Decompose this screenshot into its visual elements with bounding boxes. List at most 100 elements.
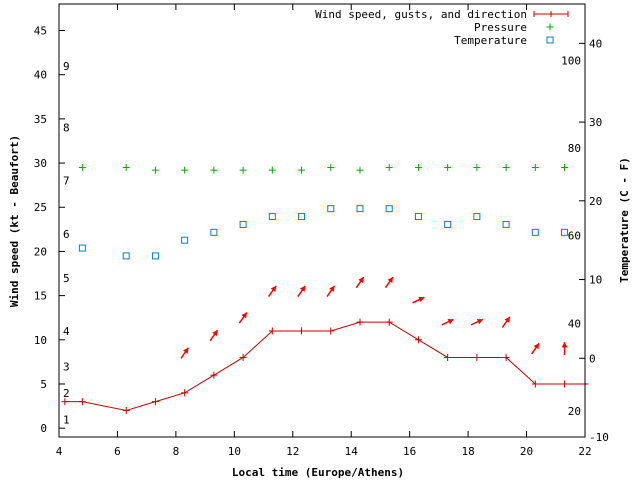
y-axis-label: Wind speed (kt - Beaufort) (8, 135, 21, 307)
wind-direction-arrow (412, 296, 425, 304)
arrow-head (329, 285, 335, 292)
fahrenheit-label: 40 (568, 318, 581, 331)
wind-speed-point (239, 353, 247, 361)
temperature-point (444, 220, 452, 228)
wind-speed-point (181, 389, 189, 397)
legend-label: Pressure (474, 21, 527, 34)
wind-speed-point (61, 398, 69, 406)
y2-tick-label: 10 (589, 274, 602, 287)
wind-direction-arrow (209, 329, 219, 342)
y2-tick-label: 30 (589, 116, 602, 129)
arrow-head (299, 285, 306, 292)
wind-direction-arrow (384, 276, 394, 289)
wind-speed-point (531, 380, 539, 388)
pressure-point (151, 166, 159, 174)
wind-speed-point (561, 380, 569, 388)
pressure-point (298, 166, 306, 174)
beaufort-label: 8 (63, 122, 70, 135)
temperature-point (268, 213, 276, 221)
pressure-point (531, 163, 539, 171)
pressure-point (444, 163, 452, 171)
arrow-head (212, 330, 218, 337)
beaufort-label: 6 (63, 228, 70, 241)
wind-direction-arrow (326, 285, 336, 297)
wind-direction-arrow (530, 342, 540, 355)
wind-speed-point (502, 353, 510, 361)
arrow-head (418, 296, 425, 303)
y2-tick-label: 40 (589, 37, 602, 50)
temperature-point (210, 228, 218, 236)
x-tick-label: 22 (578, 445, 591, 458)
wind-direction-arrow (441, 318, 454, 326)
wind-direction-arrow (297, 285, 306, 297)
y-tick-label: 35 (34, 113, 47, 126)
temperature-point (78, 244, 86, 252)
x-tick-label: 8 (173, 445, 180, 458)
wind-speed-point (78, 398, 86, 406)
wind-speed-point (298, 327, 306, 335)
beaufort-label: 5 (63, 272, 70, 285)
plot-border (58, 3, 586, 438)
y-tick-label: 30 (34, 157, 47, 170)
arrow-head (270, 285, 277, 292)
x-tick-label: 18 (461, 445, 474, 458)
y2-axis-label: Temperature (C - F) (618, 157, 631, 283)
temperature-point (327, 205, 335, 213)
wind-speed-point (268, 327, 276, 335)
x-tick-label: 10 (228, 445, 241, 458)
arrow-head (504, 316, 510, 323)
beaufort-label: 4 (63, 325, 70, 338)
temperature-point (122, 252, 130, 260)
arrow-head (183, 347, 189, 354)
arrow-head (561, 342, 568, 348)
x-axis-label: Local time (Europe/Athens) (232, 466, 404, 479)
wind-speed-point (473, 353, 481, 361)
x-tick-label: 4 (56, 445, 63, 458)
pressure-point (122, 163, 130, 171)
temperature-point (385, 205, 393, 213)
wind-direction-arrow (355, 276, 365, 289)
pressure-point (473, 163, 481, 171)
beaufort-label: 2 (63, 387, 70, 400)
legend-label: Temperature (454, 34, 527, 47)
y-tick-label: 10 (34, 334, 47, 347)
axes: 4 6 8 10 12 14 16 18 20 22051015202530354045-1001… (34, 3, 609, 458)
data-layer (61, 163, 589, 414)
temperature-point (502, 220, 510, 228)
temperature-point (473, 213, 481, 221)
wind-speed-point (356, 318, 364, 326)
beaufort-label: 3 (63, 360, 70, 373)
legend-label: Wind speed, gusts, and direction (315, 8, 527, 21)
y-tick-label: 15 (34, 290, 47, 303)
y-tick-label: 45 (34, 25, 47, 38)
pressure-point (268, 166, 276, 174)
wind-speed-point (444, 353, 452, 361)
y-tick-label: 20 (34, 245, 47, 258)
pressure-point (356, 166, 364, 174)
x-tick-label: 6 (114, 445, 121, 458)
wind-speed-point (151, 398, 159, 406)
arrow-head (447, 318, 454, 325)
x-tick-label: 12 (286, 445, 299, 458)
wind-speed-point (385, 318, 393, 326)
arrow-head (476, 318, 483, 325)
temperature-point (561, 228, 569, 236)
y-tick-label: 25 (34, 201, 47, 214)
beaufort-label: 9 (63, 60, 70, 73)
x-tick-label: 16 (403, 445, 416, 458)
fahrenheit-label: 80 (568, 142, 581, 155)
temperature-point (531, 228, 539, 236)
wind-speed-point (122, 406, 130, 414)
y2-tick-label: 20 (589, 195, 602, 208)
x-tick-label: 20 (520, 445, 533, 458)
temperature-point (298, 213, 306, 221)
arrow-head (358, 277, 364, 283)
beaufort-label: 7 (63, 175, 70, 188)
wind-direction-arrow (470, 318, 484, 326)
wind-direction-arrow (501, 316, 511, 328)
wind-direction-arrow (180, 347, 189, 359)
wind-speed-point (414, 336, 422, 344)
y2-tick-label: 0 (589, 352, 596, 365)
pressure-point (327, 163, 335, 171)
fahrenheit-label: 100 (561, 55, 581, 68)
